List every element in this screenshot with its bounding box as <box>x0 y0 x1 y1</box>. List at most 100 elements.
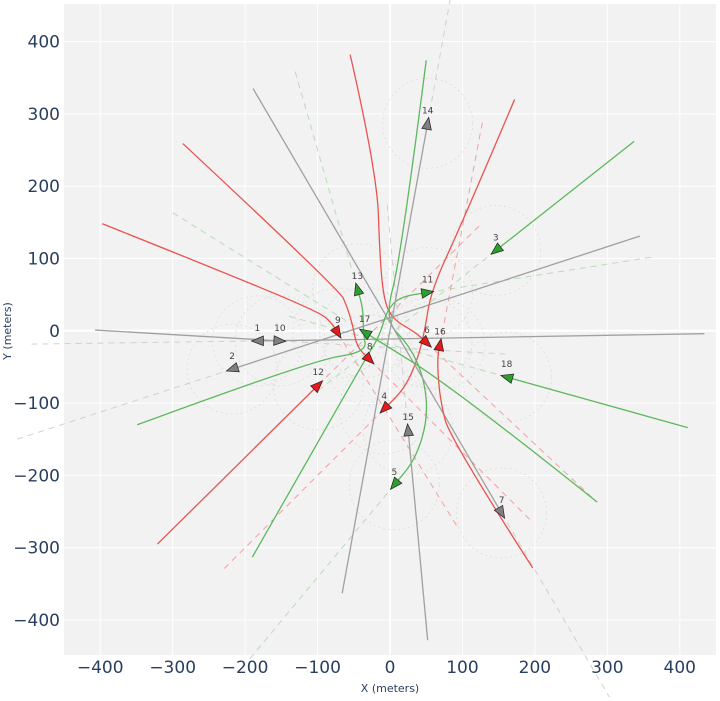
agent-1-trajectory <box>257 333 705 342</box>
agent-13-predicted-path <box>293 67 358 289</box>
agent-18-range-circle <box>461 331 553 423</box>
agent-17-trajectory <box>364 331 598 503</box>
y-tick-label: 400 <box>28 33 60 53</box>
y-tick-label: 200 <box>28 177 60 197</box>
agent-16-arrow-icon <box>433 337 445 352</box>
agent-5-arrow-icon <box>389 476 403 491</box>
y-axis-ticks: 400 300 200 100 0 −100 −200 −300 −400 <box>13 33 60 631</box>
agent-17-arrow-icon <box>358 328 373 341</box>
agent-2-label: 2 <box>229 352 235 362</box>
agent-14-label: 14 <box>422 106 434 116</box>
agent-12-predicted-path <box>317 222 483 386</box>
agent-15-trajectory <box>407 429 429 641</box>
agent-2-predicted-path <box>13 368 233 441</box>
agent-14-arrow-icon <box>421 116 432 131</box>
agent-7-label: 7 <box>499 496 505 506</box>
agent-9-trajectory <box>102 223 339 334</box>
agent-1-arrow-icon <box>250 335 264 347</box>
agent-8-label: 8 <box>367 343 373 353</box>
x-tick-label: 0 <box>385 658 396 678</box>
predicted-paths <box>13 0 655 701</box>
agent-3-trajectory <box>495 140 635 252</box>
agent-18-label: 18 <box>501 360 513 370</box>
x-tick-label: −200 <box>222 658 269 678</box>
agent-11-predicted-path <box>427 256 655 293</box>
x-axis-title: X (meters) <box>361 682 419 695</box>
agent-4-label: 4 <box>381 392 387 402</box>
agent-7-arrow-icon <box>493 504 506 519</box>
y-tick-label: 0 <box>49 322 60 342</box>
agent-4-trajectory <box>383 99 516 410</box>
x-tick-label: −400 <box>77 658 124 678</box>
agent-3-predicted-path <box>314 250 497 394</box>
agent-13-label: 13 <box>352 272 363 282</box>
agent-2-arrow-icon <box>225 362 240 373</box>
agent-11-trajectory <box>251 291 428 558</box>
agent-17-label: 17 <box>359 315 370 325</box>
x-tick-label: 100 <box>446 658 478 678</box>
agent-8-predicted-path <box>369 359 533 523</box>
agent-5-range-circle <box>348 439 440 531</box>
agent-9-predicted-path <box>337 332 459 529</box>
agent-12-trajectory <box>156 384 319 545</box>
agent-8-trajectory <box>182 143 371 361</box>
agent-7-trajectory <box>252 88 503 514</box>
y-tick-label: −300 <box>13 539 60 559</box>
y-tick-label: 100 <box>28 249 60 269</box>
agent-13-range-circle <box>311 243 403 335</box>
y-tick-label: −100 <box>13 394 60 414</box>
agent-9-label: 9 <box>335 316 341 326</box>
agent-12-label: 12 <box>313 368 324 378</box>
agent-14-trajectory <box>341 123 429 594</box>
agent-9-range-circle <box>292 287 384 379</box>
agent-15-label: 15 <box>402 413 413 423</box>
x-tick-label: 200 <box>519 658 551 678</box>
agent-13-trajectory <box>136 288 366 426</box>
agent-4-predicted-path <box>221 408 385 572</box>
agent-18-predicted-path <box>284 314 507 378</box>
agent-11-arrow-icon <box>420 288 435 299</box>
agent-18-trajectory <box>506 376 688 429</box>
agent-16-predicted-path <box>439 118 484 345</box>
agent-10-label: 10 <box>274 324 286 334</box>
agent-3-range-circle <box>450 205 542 296</box>
agent-3-arrow-icon <box>490 242 505 255</box>
agent-5-label: 5 <box>391 468 397 478</box>
agent-14-predicted-path <box>427 0 451 124</box>
agent-9-arrow-icon <box>329 324 342 339</box>
y-axis-title: Y (meters) <box>1 302 14 361</box>
agent-1-predicted-path <box>27 340 258 345</box>
agent-18-arrow-icon <box>499 373 515 384</box>
x-tick-label: −100 <box>294 658 341 678</box>
agent-15-arrow-icon <box>403 422 414 437</box>
agent-6-label: 6 <box>424 326 430 336</box>
x-tick-label: −300 <box>149 658 196 678</box>
y-tick-label: 300 <box>28 105 60 125</box>
agent-16-trajectory <box>437 344 534 569</box>
agent-17-range-circle <box>319 286 411 378</box>
agent-4-arrow-icon <box>379 400 393 414</box>
agent-3-label: 3 <box>493 234 499 244</box>
agent-10-arrow-icon <box>273 335 287 346</box>
agent-10-predicted-path <box>279 340 510 355</box>
agent-7-predicted-path <box>501 512 613 701</box>
x-axis-ticks: −400 −300 −200 −100 0 100 200 300 400 <box>77 658 696 678</box>
x-tick-label: 300 <box>591 658 623 678</box>
agent-6-predicted-path <box>426 342 596 501</box>
agent-5-predicted-path <box>247 484 395 663</box>
agent-2-trajectory <box>231 235 641 370</box>
agent-17-predicted-path <box>169 210 365 333</box>
agent-5-trajectory <box>388 60 428 486</box>
agent-6-trajectory <box>349 54 428 344</box>
agent-14-range-circle <box>382 77 474 169</box>
agent-trajectories <box>95 54 705 641</box>
agent-11-range-circle <box>382 247 474 338</box>
agent-8-arrow-icon <box>361 351 375 365</box>
x-tick-label: 400 <box>664 658 696 678</box>
y-tick-label: −400 <box>13 611 60 631</box>
y-tick-label: −200 <box>13 466 60 486</box>
agent-10-trajectory <box>95 329 280 342</box>
agent-11-label: 11 <box>422 275 433 285</box>
agent-6-arrow-icon <box>418 334 433 348</box>
